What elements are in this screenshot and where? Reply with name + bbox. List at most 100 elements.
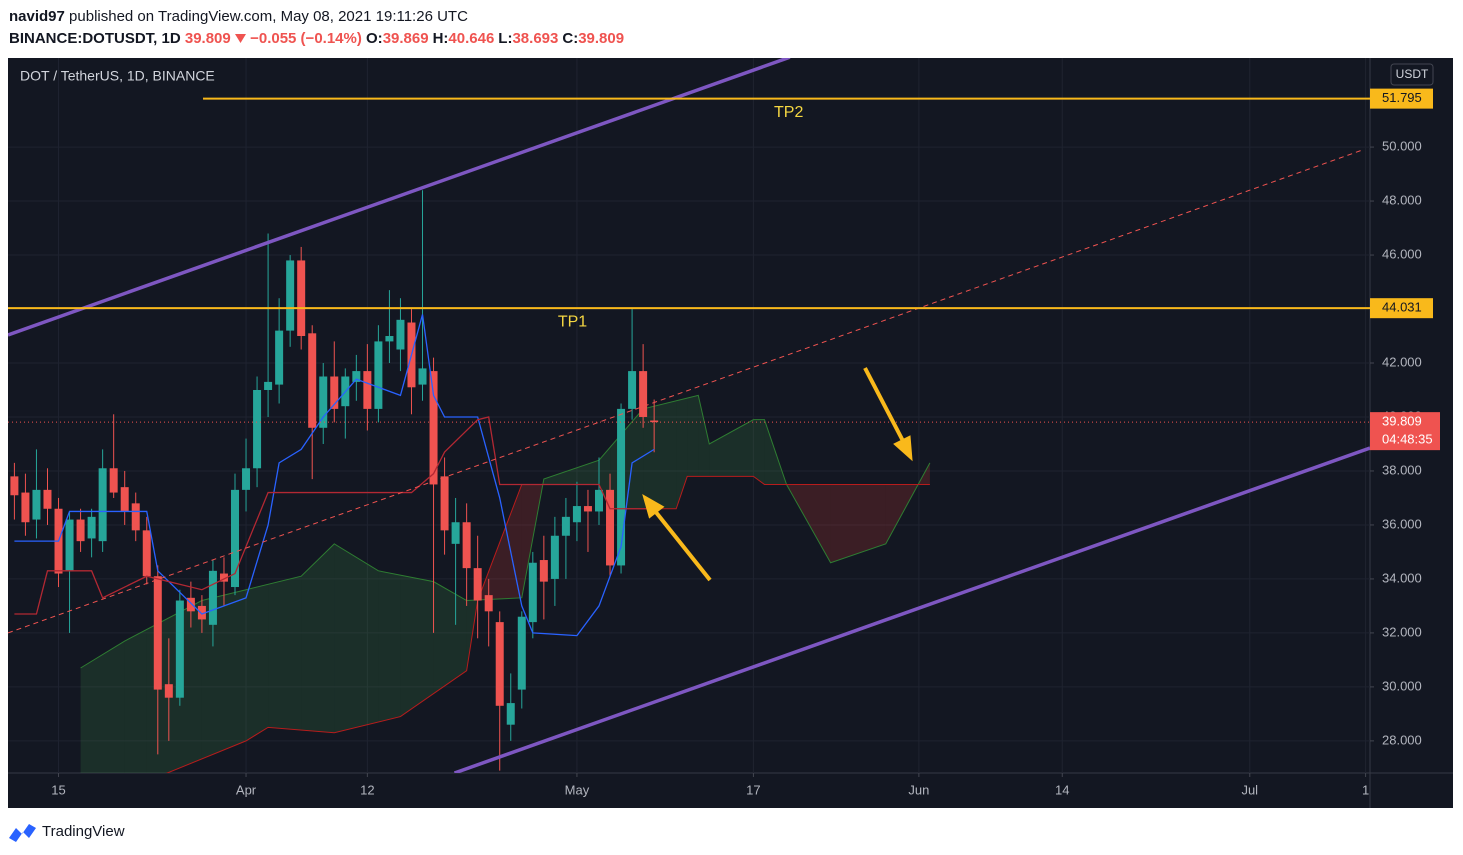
candle-body	[594, 489, 603, 512]
candle-body	[528, 562, 537, 623]
candle-body	[429, 371, 438, 485]
candle-body	[131, 503, 140, 531]
candle-body	[286, 260, 295, 331]
cloud-fill	[687, 395, 699, 477]
candle-body	[87, 516, 96, 539]
candle-body	[242, 468, 251, 490]
candle-body	[561, 516, 570, 536]
arrows	[642, 367, 913, 582]
candle-body	[495, 622, 504, 706]
candle-body	[451, 522, 460, 544]
published: published on TradingView.com, May 08, 20…	[69, 8, 468, 25]
quote-line: BINANCE:DOTUSDT, 1D 39.809 −0.055 (−0.14…	[9, 28, 628, 50]
arrow-head	[642, 493, 665, 519]
candle-body	[175, 600, 184, 698]
level-value: 51.795	[1382, 90, 1422, 105]
lead-span-b	[165, 475, 930, 773]
cloud-fill	[400, 575, 434, 717]
arrow-head	[893, 435, 913, 462]
candle-body	[473, 568, 482, 601]
down-triangle	[234, 34, 246, 43]
brand: TradingView	[42, 823, 125, 840]
y-axis-label: USDT	[1396, 67, 1429, 81]
cloud-fill	[830, 484, 886, 563]
x-tick-label: 15	[51, 782, 65, 797]
y-tick-label: 50.000	[1382, 139, 1422, 154]
candle-body	[208, 570, 217, 625]
candle-body	[21, 492, 30, 523]
candle-body	[231, 489, 239, 588]
level-value: 44.031	[1382, 300, 1422, 315]
candle-body	[109, 468, 118, 493]
y-tick-label: 46.000	[1382, 246, 1422, 261]
candle-body	[418, 368, 427, 385]
countdown: 04:48:35	[1382, 432, 1433, 447]
x-tick-label: 12	[360, 782, 374, 797]
conversion-line	[14, 314, 655, 637]
ohlc: O:39.869 H:40.646 L:38.693 C:39.809	[366, 30, 628, 47]
grid	[8, 58, 1370, 773]
candle-body	[484, 595, 493, 612]
candle-body	[308, 333, 317, 428]
unit-box	[1390, 63, 1434, 86]
candle-body	[142, 530, 151, 577]
cloud-fill	[301, 543, 335, 733]
y-tick-label: 48.000	[1382, 192, 1422, 207]
candle-body	[352, 371, 361, 382]
candle-body	[506, 703, 515, 725]
x-tick-label: Jul	[1241, 782, 1258, 797]
publish-line: navid97 published on TradingView.com, Ma…	[9, 6, 628, 28]
candle-body	[10, 476, 19, 496]
candle-body	[550, 535, 559, 579]
last-price-box	[1370, 412, 1440, 451]
base-line	[14, 416, 655, 615]
candle-body	[330, 376, 339, 409]
ohlc-label: L:	[498, 30, 513, 47]
candle-body	[297, 260, 306, 337]
x-tick-label: May	[565, 782, 590, 797]
candle-body	[572, 506, 581, 523]
y-tick-label: 38.000	[1382, 462, 1422, 477]
logo	[9, 824, 36, 842]
x-tick-label: 14	[1055, 782, 1069, 797]
candle-body	[43, 489, 52, 509]
author: navid97	[9, 8, 65, 25]
candle-body	[606, 489, 615, 566]
x-tick-label: 17	[746, 782, 760, 797]
cloud-fill	[246, 584, 269, 741]
cloud-fill	[709, 419, 754, 477]
cloud-fill	[753, 419, 765, 485]
last: 39.809	[184, 30, 231, 47]
lead-span-a	[80, 394, 931, 669]
candle-body	[363, 371, 372, 409]
cloud-fill	[543, 460, 599, 485]
cloud-fill	[80, 641, 125, 773]
candle-body	[462, 522, 471, 569]
candle-body	[32, 489, 41, 520]
symbol: BINANCE:DOTUSDT, 1D	[9, 30, 181, 47]
candle-body	[219, 573, 228, 582]
candle-body	[440, 476, 449, 531]
cloud-fill	[698, 395, 710, 477]
cloud-fill	[676, 398, 688, 509]
candle-body	[153, 576, 162, 690]
candle-body	[374, 341, 383, 409]
candle-body	[98, 468, 107, 542]
cloud-fill	[334, 543, 379, 733]
candle-body	[617, 408, 626, 566]
panel	[8, 58, 1453, 808]
candle-body	[186, 597, 195, 612]
header: navid97 published on TradingView.com, Ma…	[9, 6, 628, 50]
candle-body	[120, 487, 129, 512]
candle-body	[396, 319, 405, 350]
level-name: TP2	[774, 104, 803, 121]
logo-mark	[9, 824, 36, 842]
candle-body	[197, 605, 206, 620]
trendline	[8, 58, 791, 337]
y-tick-label: 32.000	[1382, 624, 1422, 639]
trendline	[453, 446, 1370, 773]
ohlc-label: H:	[432, 30, 449, 47]
ohlc-value: 39.869	[382, 30, 429, 47]
y-tick-label: 36.000	[1382, 516, 1422, 531]
